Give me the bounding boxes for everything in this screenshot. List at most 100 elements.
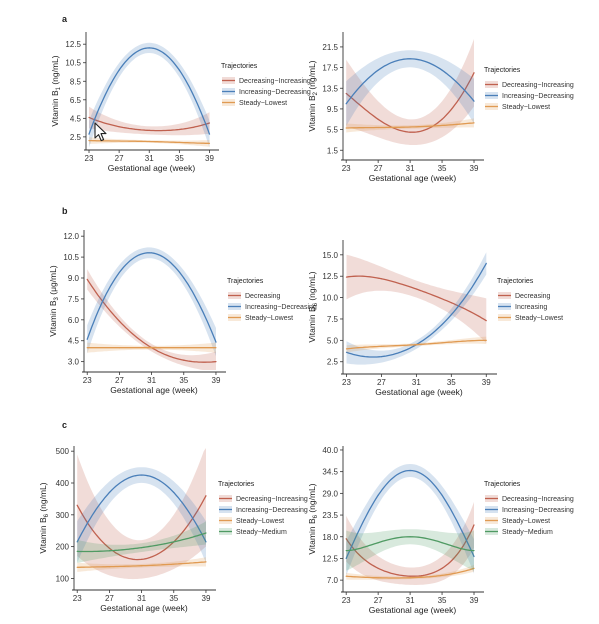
legend: Trajectories Decreasing−Increasing Increas… [484, 481, 574, 536]
data-point [108, 491, 111, 494]
data-point [208, 142, 211, 144]
x-tick-label: 35 [438, 596, 447, 605]
x-axis-label: Gestational age (week) [375, 387, 463, 397]
x-tick-label: 23 [83, 376, 92, 385]
confidence-band-increasing-decreasing [346, 464, 474, 576]
data-point [377, 577, 379, 579]
x-tick-label: 31 [137, 594, 146, 603]
data-point [345, 351, 348, 353]
confidence-band-steady-lowest [77, 557, 206, 572]
data-point [183, 277, 185, 279]
x-tick-label: 39 [470, 164, 479, 173]
data-point [118, 320, 121, 322]
data-point [140, 474, 143, 476]
x-tick-label: 39 [202, 594, 211, 603]
data-point [88, 116, 90, 119]
legend-label: Steady−Lowest [245, 315, 293, 322]
data-point [345, 549, 347, 552]
x-tick-label: 27 [105, 594, 114, 603]
chart-panel-b: 3.0 4.5 6.0 7.5 9.0 10.5 12.0 23 27 31 35 39 Gestati… [48, 230, 317, 395]
data-point [173, 491, 175, 494]
x-tick-label: 39 [212, 376, 221, 385]
x-tick-label: 31 [145, 154, 154, 163]
y-tick-label: 4.5 [70, 114, 82, 123]
data-point [415, 288, 417, 290]
data-point [377, 567, 379, 569]
legend-label: Steady−Medium [502, 529, 553, 536]
legend-label: Steady−Medium [236, 529, 287, 536]
x-tick-label: 27 [377, 378, 386, 387]
y-tick-label: 15.0 [322, 251, 338, 260]
data-point [377, 118, 379, 120]
mouse-pointer-icon [94, 122, 108, 147]
legend-title: Trajectories [484, 67, 521, 74]
y-axis-label: Vitamin B1 (ng/mL) [50, 55, 62, 126]
y-tick-label: 6.0 [68, 316, 80, 325]
data-point [473, 555, 475, 558]
data-point [377, 494, 379, 496]
x-tick-label: 27 [115, 154, 124, 163]
data-point [178, 69, 180, 71]
legend-title: Trajectories [227, 278, 264, 285]
confidence-band-increasing-decreasing [87, 247, 216, 357]
data-point [140, 546, 143, 549]
data-point [380, 345, 383, 347]
panel-letter-a: a [62, 14, 68, 24]
legend: Trajectories Decreasing Increasing−Decreas… [227, 278, 317, 322]
data-point [140, 558, 143, 560]
data-point [208, 122, 211, 124]
legend: Trajectories Decreasing−Increasing Increas… [221, 63, 311, 107]
data-point [215, 341, 217, 343]
legend-label: Decreasing−Increasing [239, 78, 311, 85]
confidence-band-increasing-decreasing [346, 50, 474, 127]
legend-title: Trajectories [218, 481, 255, 488]
x-axis-label: Gestational age (week) [100, 603, 188, 613]
confidence-band-increasing-decreasing [77, 467, 206, 563]
legend-label: Steady−Lowest [502, 104, 550, 111]
legend: Trajectories Decreasing Increasing Steady−L… [497, 278, 563, 322]
data-point [76, 504, 78, 506]
x-tick-label: 35 [179, 376, 188, 385]
x-tick-label: 35 [447, 378, 456, 387]
x-tick-label: 31 [412, 378, 421, 387]
data-point [205, 532, 207, 534]
y-tick-label: 2.5 [327, 358, 339, 367]
data-point [441, 542, 443, 544]
data-point [441, 124, 443, 127]
data-point [345, 103, 347, 105]
data-point [118, 126, 120, 128]
data-point [345, 276, 348, 278]
data-point [415, 344, 417, 346]
y-tick-label: 9.5 [327, 105, 339, 114]
data-point [118, 69, 120, 71]
data-point [345, 538, 347, 540]
legend-label: Steady−Lowest [239, 100, 287, 107]
data-point [450, 302, 452, 304]
x-axis-label: Gestational age (week) [108, 163, 196, 173]
data-point [148, 129, 150, 131]
y-tick-label: 10.0 [322, 294, 338, 303]
data-point [409, 575, 411, 577]
data-point [205, 561, 207, 563]
data-point [409, 577, 411, 579]
data-point [208, 133, 211, 135]
y-tick-label: 12.5 [65, 40, 81, 49]
data-point [76, 566, 78, 568]
y-tick-label: 5.0 [327, 336, 339, 345]
data-point [441, 494, 443, 496]
x-axis-label: Gestational age (week) [369, 173, 457, 183]
y-tick-label: 10.5 [65, 59, 81, 68]
x-tick-label: 27 [374, 164, 383, 173]
data-point [86, 338, 88, 340]
data-point [409, 58, 411, 60]
chart-panel-c: 100 200 300 400 500 23 27 31 35 39 Gestational age… [38, 446, 308, 613]
data-point [345, 557, 347, 560]
confidence-band-decreasing-increasing [89, 106, 210, 136]
legend-label: Increasing−Decreasing [502, 507, 574, 514]
x-tick-label: 39 [470, 596, 479, 605]
data-point [450, 341, 452, 343]
y-tick-label: 29.0 [322, 489, 338, 498]
data-point [441, 574, 443, 577]
confidence-band-decreasing-increasing [77, 448, 206, 580]
